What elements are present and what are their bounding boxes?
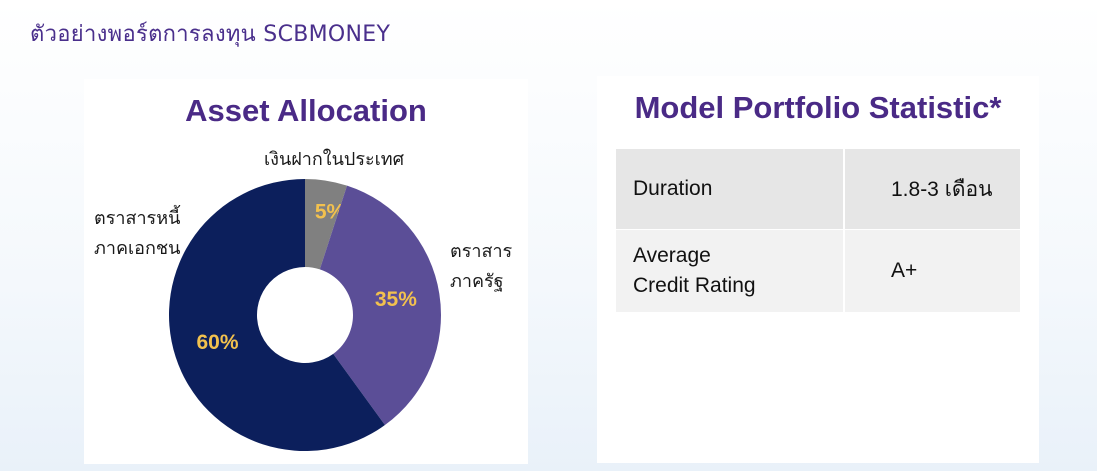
donut-slice-government bbox=[319, 185, 441, 426]
asset-allocation-panel: Asset Allocation 5% 35% 60% เงินฝากในประเท… bbox=[84, 79, 528, 464]
portfolio-statistic-panel: Model Portfolio Statistic* Duration 1.8-… bbox=[597, 76, 1039, 463]
credit-rating-label: Average Credit Rating bbox=[616, 229, 845, 312]
slice-label-government-line-2: ภาครัฐ bbox=[450, 271, 504, 292]
asset-allocation-donut-chart: 5%35%60% bbox=[168, 179, 441, 452]
page-title: ตัวอย่างพอร์ตการลงทุน SCBMONEY bbox=[30, 22, 391, 47]
donut-value-label-government: 35% bbox=[375, 288, 417, 311]
statistics-table: Duration 1.8-3 เดือน Average Credit Rati… bbox=[616, 149, 1020, 312]
slice-label-deposit: เงินฝากในประเทศ bbox=[264, 145, 404, 175]
slice-label-government: ตราสาร ภาครัฐ bbox=[450, 237, 512, 297]
duration-label: Duration bbox=[616, 149, 845, 230]
donut-value-label-corporate: 60% bbox=[196, 331, 238, 354]
credit-rating-label-line-1: Average bbox=[633, 244, 711, 267]
asset-allocation-heading: Asset Allocation bbox=[185, 93, 427, 128]
slice-label-government-line-1: ตราสาร bbox=[450, 241, 513, 262]
donut-slice-deposit bbox=[305, 179, 348, 270]
slice-label-deposit-line: เงินฝากในประเทศ bbox=[264, 149, 405, 170]
credit-rating-value: A+ bbox=[844, 229, 1020, 312]
duration-value: 1.8-3 เดือน bbox=[844, 149, 1020, 230]
duration-label-line: Duration bbox=[633, 177, 713, 200]
slice-label-corporate: ตราสารหนี้ ภาคเอกชน bbox=[94, 204, 180, 264]
portfolio-statistic-heading: Model Portfolio Statistic* bbox=[634, 90, 1002, 125]
donut-slice-corporate bbox=[168, 179, 385, 452]
table-row: Duration 1.8-3 เดือน bbox=[616, 149, 1020, 230]
slice-label-corporate-line-2: ภาคเอกชน bbox=[94, 238, 181, 259]
credit-rating-label-line-2: Credit Rating bbox=[633, 274, 756, 297]
slice-label-corporate-line-1: ตราสารหนี้ bbox=[94, 208, 181, 229]
table-row: Average Credit Rating A+ bbox=[616, 229, 1020, 312]
